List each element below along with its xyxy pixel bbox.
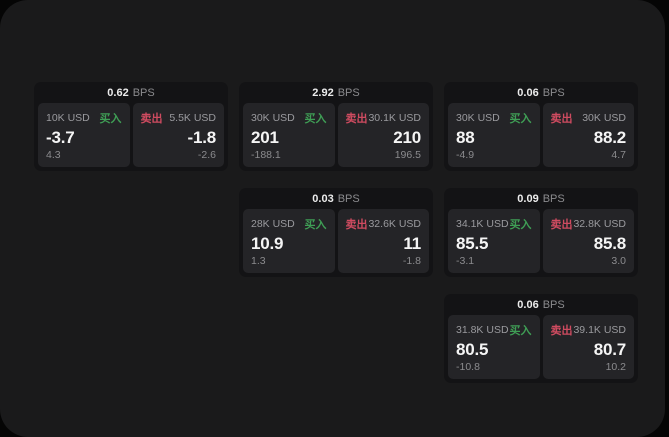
buy-price: 80.5 [456,339,489,359]
quote-card: 0.09 BPS 34.1K USD 买入 85.5 -3.1 卖出 32.8K… [444,188,638,277]
sell-quote-cell[interactable]: 卖出 39.1K USD 80.7 10.2 [542,315,634,379]
sell-delta: 4.7 [611,149,626,161]
bps-value: 0.09 [517,192,539,205]
sell-price: 210 [393,127,421,147]
card-body: 30K USD 买入 88 -4.9 卖出 30K USD 88.2 4.7 [444,103,638,171]
buy-quote-cell[interactable]: 30K USD 买入 88 -4.9 [448,103,540,167]
sell-button[interactable]: 卖出 [550,325,573,337]
bps-value: 0.03 [312,192,334,205]
buy-price: 10.9 [251,233,284,253]
sell-button[interactable]: 卖出 [345,113,368,125]
sell-amount: 5.5K USD [169,112,216,124]
sell-price: 85.8 [593,233,626,253]
buy-delta: -3.1 [456,255,475,267]
buy-quote-cell[interactable]: 28K USD 买入 10.9 1.3 [243,209,335,273]
sell-button[interactable]: 卖出 [345,219,368,231]
quote-card: 0.62 BPS 10K USD 买入 -3.7 4.3 卖出 5.5K USD [34,82,228,171]
buy-quote-cell[interactable]: 10K USD 买入 -3.7 4.3 [38,103,130,167]
card-body: 31.8K USD 买入 80.5 -10.8 卖出 39.1K USD 80.… [444,315,638,383]
card-header: 0.03 BPS [239,188,433,209]
buy-amount: 30K USD [456,112,500,124]
quote-card: 0.03 BPS 28K USD 买入 10.9 1.3 卖出 32.6K US… [239,188,433,277]
buy-button[interactable]: 买入 [509,325,532,337]
buy-delta: 1.3 [251,255,266,267]
quote-card-grid: 0.62 BPS 10K USD 买入 -3.7 4.3 卖出 5.5K USD [34,82,638,383]
sell-price: 88.2 [593,127,626,147]
buy-delta: -4.9 [456,149,475,161]
card-header: 2.92 BPS [239,82,433,103]
buy-amount: 10K USD [46,112,90,124]
bps-unit-label: BPS [542,192,565,205]
sell-amount: 32.6K USD [368,218,421,230]
bps-unit-label: BPS [132,86,155,99]
sell-price: 80.7 [593,339,626,359]
buy-button[interactable]: 买入 [304,219,327,231]
sell-delta: 3.0 [611,255,626,267]
sell-delta: 196.5 [394,149,421,161]
sell-quote-cell[interactable]: 卖出 32.6K USD 11 -1.8 [337,209,429,273]
card-header: 0.09 BPS [444,188,638,209]
quote-card: 0.06 BPS 31.8K USD 买入 80.5 -10.8 卖出 39.1… [444,294,638,383]
bps-unit-label: BPS [542,86,565,99]
sell-amount: 30K USD [582,112,626,124]
sell-amount: 30.1K USD [368,112,421,124]
buy-button[interactable]: 买入 [99,113,122,125]
buy-delta: -188.1 [251,149,281,161]
sell-amount: 32.8K USD [573,218,626,230]
buy-amount: 30K USD [251,112,295,124]
bps-unit-label: BPS [337,192,360,205]
buy-price: 88 [456,127,475,147]
sell-quote-cell[interactable]: 卖出 30.1K USD 210 196.5 [337,103,429,167]
bps-unit-label: BPS [542,298,565,311]
sell-delta: -1.8 [402,255,421,267]
card-header: 0.62 BPS [34,82,228,103]
buy-quote-cell[interactable]: 31.8K USD 买入 80.5 -10.8 [448,315,540,379]
buy-quote-cell[interactable]: 30K USD 买入 201 -188.1 [243,103,335,167]
buy-button[interactable]: 买入 [509,219,532,231]
sell-delta: 10.2 [605,361,626,373]
sell-button[interactable]: 卖出 [550,219,573,231]
quote-card: 2.92 BPS 30K USD 买入 201 -188.1 卖出 30.1K … [239,82,433,171]
card-body: 28K USD 买入 10.9 1.3 卖出 32.6K USD 11 -1.8 [239,209,433,277]
bps-value: 0.06 [517,298,539,311]
sell-quote-cell[interactable]: 卖出 5.5K USD -1.8 -2.6 [132,103,224,167]
buy-amount: 31.8K USD [456,324,509,336]
buy-price: 85.5 [456,233,489,253]
buy-amount: 34.1K USD [456,218,509,230]
sell-quote-cell[interactable]: 卖出 30K USD 88.2 4.7 [542,103,634,167]
sell-button[interactable]: 卖出 [140,113,163,125]
buy-price: 201 [251,127,279,147]
buy-button[interactable]: 买入 [509,113,532,125]
bps-value: 0.06 [517,86,539,99]
bps-value: 2.92 [312,86,334,99]
buy-amount: 28K USD [251,218,295,230]
buy-price: -3.7 [46,127,75,147]
card-body: 30K USD 买入 201 -188.1 卖出 30.1K USD 210 1… [239,103,433,171]
sell-button[interactable]: 卖出 [550,113,573,125]
buy-button[interactable]: 买入 [304,113,327,125]
card-header: 0.06 BPS [444,82,638,103]
sell-quote-cell[interactable]: 卖出 32.8K USD 85.8 3.0 [542,209,634,273]
bps-unit-label: BPS [337,86,360,99]
quote-card: 0.06 BPS 30K USD 买入 88 -4.9 卖出 30K USD [444,82,638,171]
card-body: 34.1K USD 买入 85.5 -3.1 卖出 32.8K USD 85.8… [444,209,638,277]
card-body: 10K USD 买入 -3.7 4.3 卖出 5.5K USD -1.8 -2.… [34,103,228,171]
sell-amount: 39.1K USD [573,324,626,336]
buy-delta: 4.3 [46,149,61,161]
buy-delta: -10.8 [456,361,480,373]
bps-value: 0.62 [107,86,129,99]
buy-quote-cell[interactable]: 34.1K USD 买入 85.5 -3.1 [448,209,540,273]
sell-price: -1.8 [187,127,217,147]
card-header: 0.06 BPS [444,294,638,315]
sell-price: 11 [403,233,421,253]
sell-delta: -2.6 [197,149,216,161]
